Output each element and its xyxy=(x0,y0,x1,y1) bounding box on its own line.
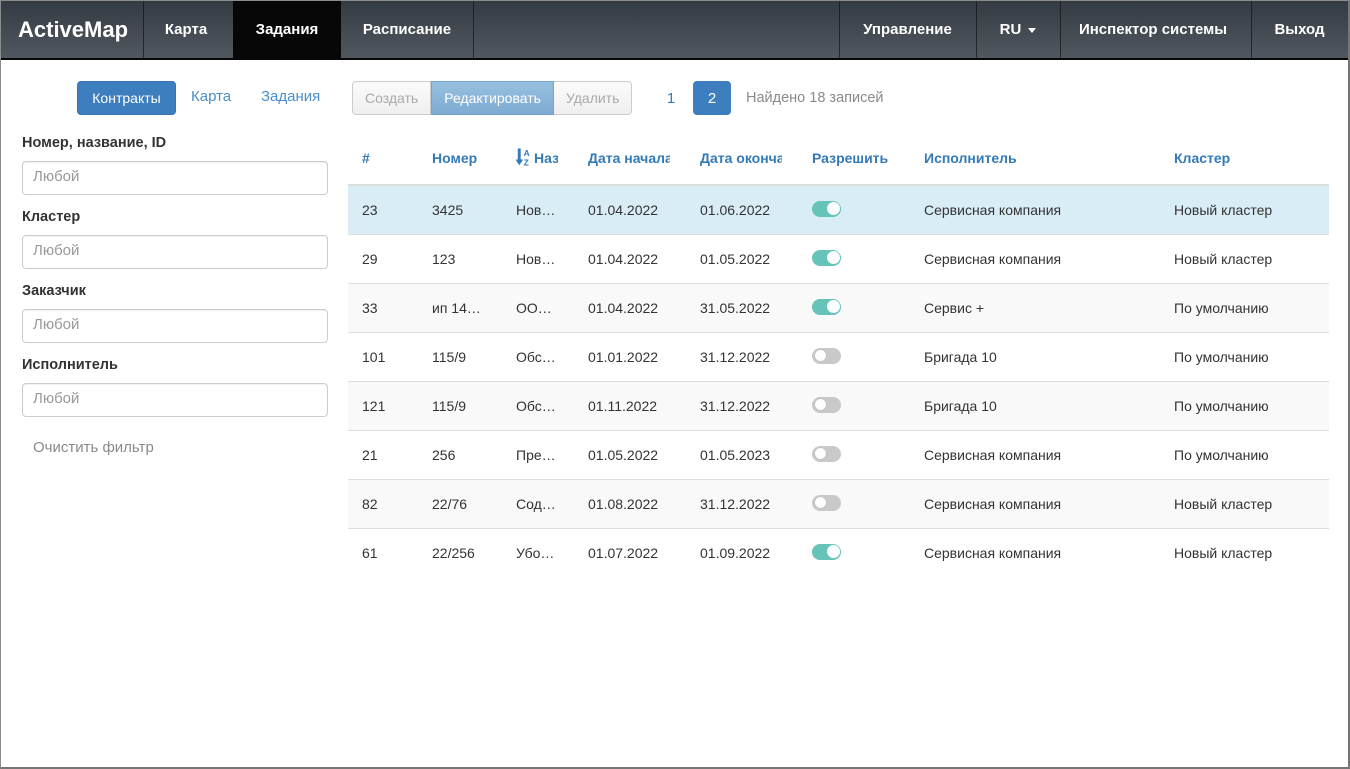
svg-text:Z: Z xyxy=(524,158,529,167)
svg-text:A: A xyxy=(524,148,530,158)
